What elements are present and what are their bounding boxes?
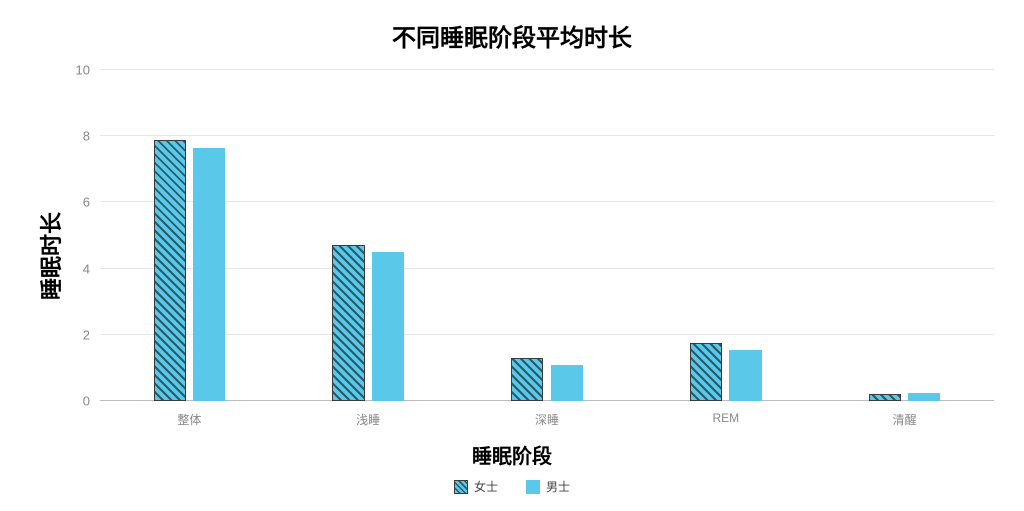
bar-男士-REM — [729, 350, 761, 401]
bar-男士-深睡 — [551, 365, 583, 401]
legend-swatch-hatched-icon — [454, 480, 468, 494]
gridline — [100, 268, 994, 269]
x-tick-label: 浅睡 — [356, 401, 380, 428]
legend-item-male: 男士 — [526, 478, 570, 495]
gridline — [100, 69, 994, 70]
bar-女士-深睡 — [511, 358, 543, 401]
y-tick-label: 2 — [83, 327, 100, 342]
y-tick-label: 0 — [83, 394, 100, 409]
y-axis-label: 睡眠时长 — [34, 211, 66, 299]
bar-男士-浅睡 — [372, 252, 404, 401]
chart-title: 不同睡眠阶段平均时长 — [0, 18, 1024, 53]
bar-女士-清醒 — [869, 394, 901, 401]
legend-label: 女士 — [474, 478, 498, 495]
x-axis-label: 睡眠阶段 — [0, 440, 1024, 469]
plot-area: 0246810整体浅睡深睡REM清醒 — [100, 70, 994, 401]
y-tick-label: 4 — [83, 261, 100, 276]
sleep-stage-chart: 不同睡眠阶段平均时长 睡眠时长 0246810整体浅睡深睡REM清醒 睡眠阶段 … — [0, 0, 1024, 511]
gridline — [100, 135, 994, 136]
legend-label: 男士 — [546, 478, 570, 495]
gridline — [100, 201, 994, 202]
bar-女士-REM — [690, 343, 722, 401]
y-tick-label: 6 — [83, 195, 100, 210]
legend-item-female: 女士 — [454, 478, 498, 495]
x-tick-label: REM — [712, 401, 739, 425]
x-tick-label: 清醒 — [893, 401, 917, 428]
gridline — [100, 334, 994, 335]
legend: 女士 男士 — [0, 478, 1024, 495]
bar-女士-浅睡 — [332, 245, 364, 401]
y-tick-label: 8 — [83, 129, 100, 144]
bar-男士-清醒 — [908, 393, 940, 401]
bar-男士-整体 — [193, 148, 225, 401]
y-tick-label: 10 — [76, 63, 100, 78]
bar-女士-整体 — [154, 140, 186, 401]
legend-swatch-solid-icon — [526, 480, 540, 494]
x-tick-label: 深睡 — [535, 401, 559, 428]
x-tick-label: 整体 — [177, 401, 201, 428]
